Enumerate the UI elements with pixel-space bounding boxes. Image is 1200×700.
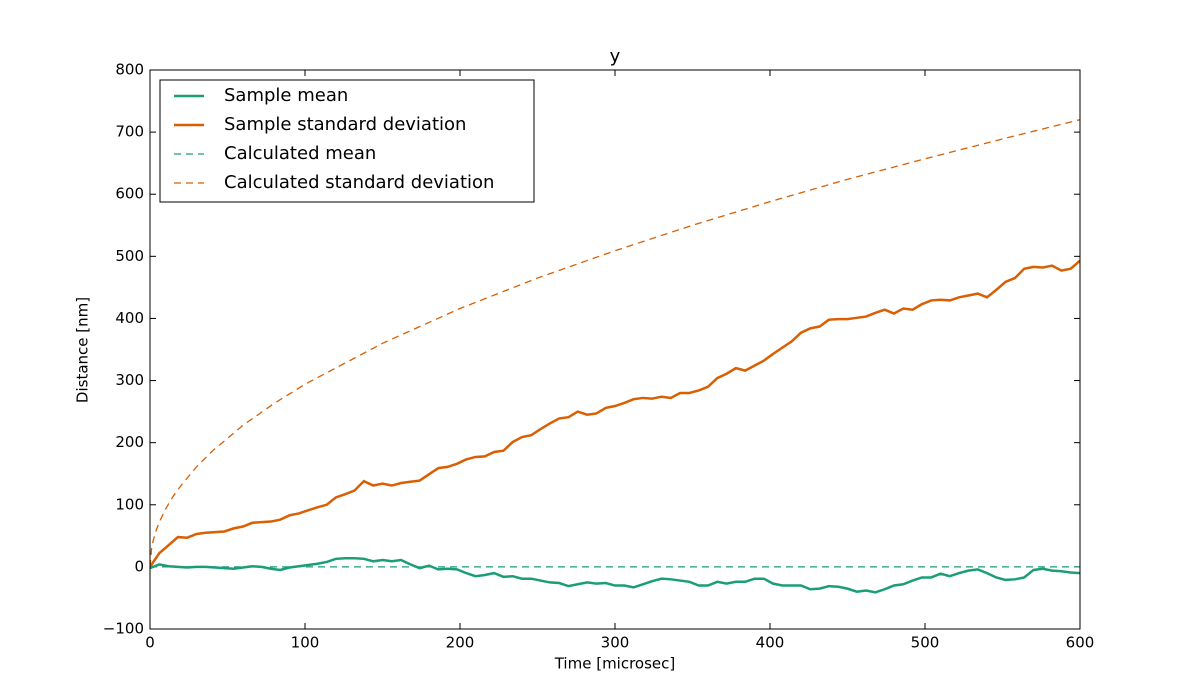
- y-tick-label: 500: [115, 247, 144, 265]
- x-axis-label: Time [microsec]: [554, 655, 676, 673]
- series-line: [150, 259, 1080, 568]
- y-tick-label: 800: [115, 61, 144, 79]
- x-tick-label: 300: [601, 634, 630, 652]
- x-tick-label: 400: [756, 634, 785, 652]
- plot-frame: [149, 69, 1081, 630]
- y-tick-label: 600: [115, 185, 144, 203]
- series-line: [150, 556, 1080, 594]
- y-tick-label: 200: [115, 433, 144, 451]
- y-axis-label: Distance [nm]: [74, 297, 92, 403]
- legend-label: Calculated mean: [224, 143, 376, 164]
- x-tick-label: 500: [911, 634, 940, 652]
- legend-box: [159, 79, 535, 203]
- y-tick-label: 100: [115, 495, 144, 513]
- y-tick-label: 400: [115, 309, 144, 327]
- y-tick-label: 300: [115, 371, 144, 389]
- y-tick-label: 0: [134, 557, 144, 575]
- chart-title: y: [610, 46, 621, 67]
- y-tick-label: 700: [115, 123, 144, 141]
- x-tick-label: 600: [1066, 634, 1095, 652]
- legend-label: Sample mean: [224, 85, 348, 106]
- x-tick-label: 200: [446, 634, 475, 652]
- y-tick-label: −100: [103, 620, 144, 638]
- x-tick-label: 100: [291, 634, 320, 652]
- legend-label: Calculated standard deviation: [224, 172, 494, 193]
- x-tick-label: 0: [145, 634, 155, 652]
- legend-label: Sample standard deviation: [224, 114, 466, 135]
